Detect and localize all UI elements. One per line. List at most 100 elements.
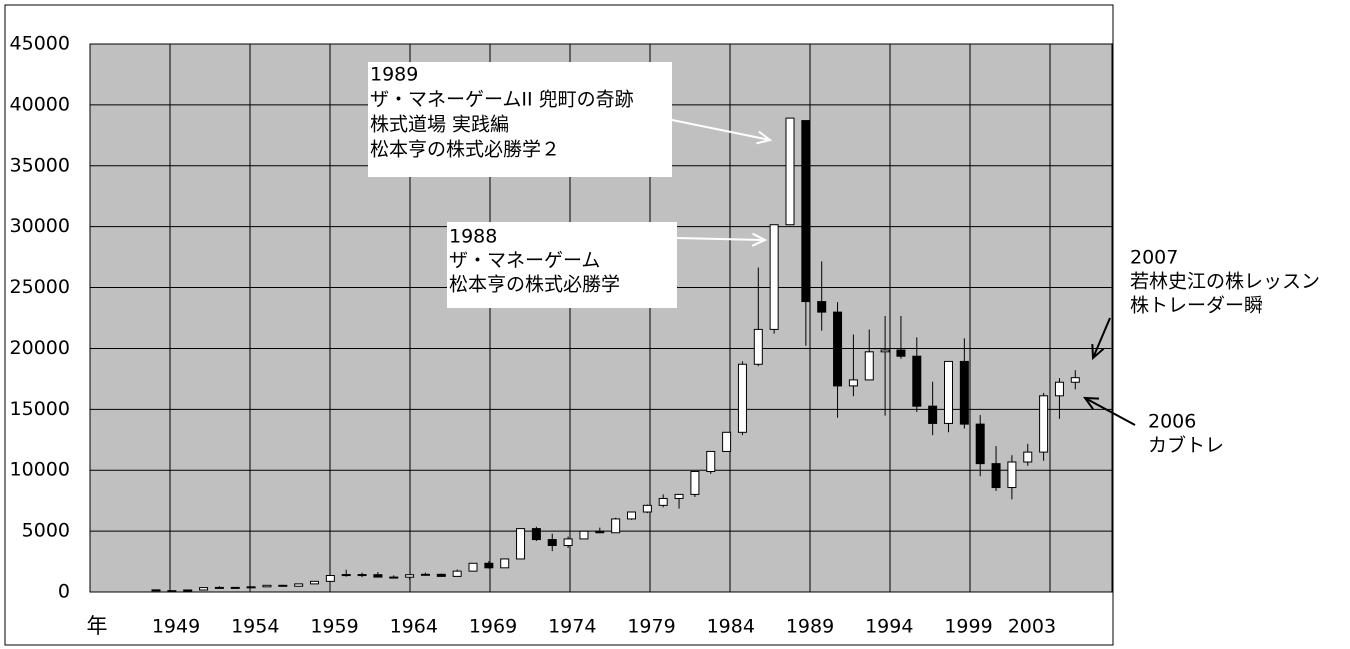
candle-body: [341, 574, 351, 577]
x-tick-label: 1974: [548, 616, 596, 638]
candle-body: [389, 576, 399, 579]
candle-body: [658, 497, 668, 506]
candle-body: [785, 117, 795, 226]
candle-body: [690, 471, 700, 495]
annotation-text: ザ・マネーゲーム: [449, 250, 600, 272]
annotation-text: 1988: [449, 226, 497, 248]
x-tick-label: 2003: [1008, 616, 1056, 638]
x-tick-label: 1994: [865, 616, 913, 638]
annotation-arrow: [671, 119, 771, 141]
candle-body: [674, 493, 684, 499]
x-tick-label: 1969: [469, 616, 517, 638]
annotation-arrowhead: [1082, 396, 1100, 410]
x-tick-label: 1984: [707, 616, 755, 638]
candle-body: [864, 351, 874, 381]
y-tick-label: 45000: [10, 33, 70, 55]
y-tick-label: 40000: [10, 93, 70, 115]
candle-body: [1054, 381, 1064, 397]
candle-body: [595, 530, 605, 534]
candle-body: [642, 504, 652, 513]
candle-body: [1023, 451, 1033, 463]
candle-body: [214, 586, 224, 589]
annotation-arrowhead: [1091, 343, 1105, 361]
candle-body: [959, 360, 969, 425]
candle-body: [278, 584, 288, 587]
candle-body: [246, 586, 256, 589]
y-tick-label: 5000: [22, 520, 70, 542]
y-tick-label: 10000: [10, 459, 70, 481]
annotation-arrowhead: [751, 232, 768, 247]
candle-body: [484, 562, 494, 569]
candle-body: [928, 405, 938, 424]
x-tick-label: 1949: [152, 616, 200, 638]
annotation-text: 1989: [370, 64, 418, 86]
x-axis-label: 年: [87, 614, 108, 638]
candle-body: [627, 511, 636, 520]
candle-body: [167, 590, 177, 593]
candle-body: [563, 538, 573, 547]
candle-body: [294, 583, 304, 587]
x-tick-label: 1989: [786, 616, 834, 638]
candle-body: [944, 360, 953, 424]
candle-body: [500, 558, 510, 569]
x-tick-label: 1959: [310, 616, 358, 638]
annotation-text: 株式道場 実践編: [370, 114, 509, 136]
candle-body: [405, 574, 415, 578]
candle-body: [373, 574, 383, 578]
candle-body: [1070, 377, 1080, 383]
annotation-box: [368, 62, 672, 177]
annotation-arrow: [1092, 317, 1111, 359]
annotation-text: カブトレ: [1148, 434, 1224, 457]
annotation-arrow: [676, 237, 766, 241]
annotation-text: 2007: [1130, 247, 1178, 269]
y-tick-label: 25000: [10, 276, 70, 298]
candle-body: [848, 379, 858, 387]
x-tick-label: 1979: [627, 616, 675, 638]
candle-body: [912, 355, 922, 407]
candle-body: [975, 423, 985, 465]
annotation-text: ザ・マネーゲームII 兜町の奇跡: [370, 89, 634, 111]
candle-body: [769, 224, 779, 330]
candle-body: [833, 311, 843, 387]
annotation-text: 松本亨の株式必勝学: [449, 274, 620, 296]
y-tick-label: 35000: [10, 154, 70, 176]
x-tick-label: 1999: [944, 616, 992, 638]
candle-body: [722, 431, 732, 452]
candle-body: [880, 349, 890, 353]
y-tick-label: 15000: [10, 398, 70, 420]
candle-body: [817, 301, 827, 313]
candle-body: [468, 562, 478, 572]
candle-body: [531, 528, 541, 541]
candle-body: [452, 570, 462, 577]
candle-body: [737, 363, 747, 433]
candle-body: [1007, 461, 1017, 489]
x-tick-label: 1954: [231, 616, 279, 638]
candle-body: [753, 328, 763, 365]
candle-body: [516, 528, 526, 560]
candle-body: [706, 450, 716, 473]
candle-body: [547, 539, 557, 547]
candle-body: [991, 463, 1001, 489]
annotation-text: 2006: [1148, 411, 1196, 433]
candle-body: [310, 580, 319, 585]
candle-body: [896, 349, 906, 357]
y-tick-label: 0: [58, 581, 70, 603]
candle-body: [436, 573, 446, 577]
candle-body: [357, 574, 367, 577]
annotation-box: [447, 222, 677, 308]
candle-body: [579, 530, 589, 540]
candle-body: [611, 518, 621, 534]
candle-body: [262, 584, 272, 588]
candle-body: [801, 120, 811, 303]
annotation-text: 松本亨の株式必勝学２: [370, 139, 560, 161]
candle-body: [183, 589, 193, 592]
annotation-arrow: [1084, 397, 1136, 426]
annotation-text: 株トレーダー瞬: [1130, 295, 1263, 317]
y-tick-label: 20000: [10, 337, 70, 359]
candle-body: [325, 574, 335, 582]
candle-body: [151, 589, 161, 592]
candle-body: [420, 573, 430, 576]
x-tick-label: 1964: [390, 616, 438, 638]
candle-body: [230, 586, 240, 589]
